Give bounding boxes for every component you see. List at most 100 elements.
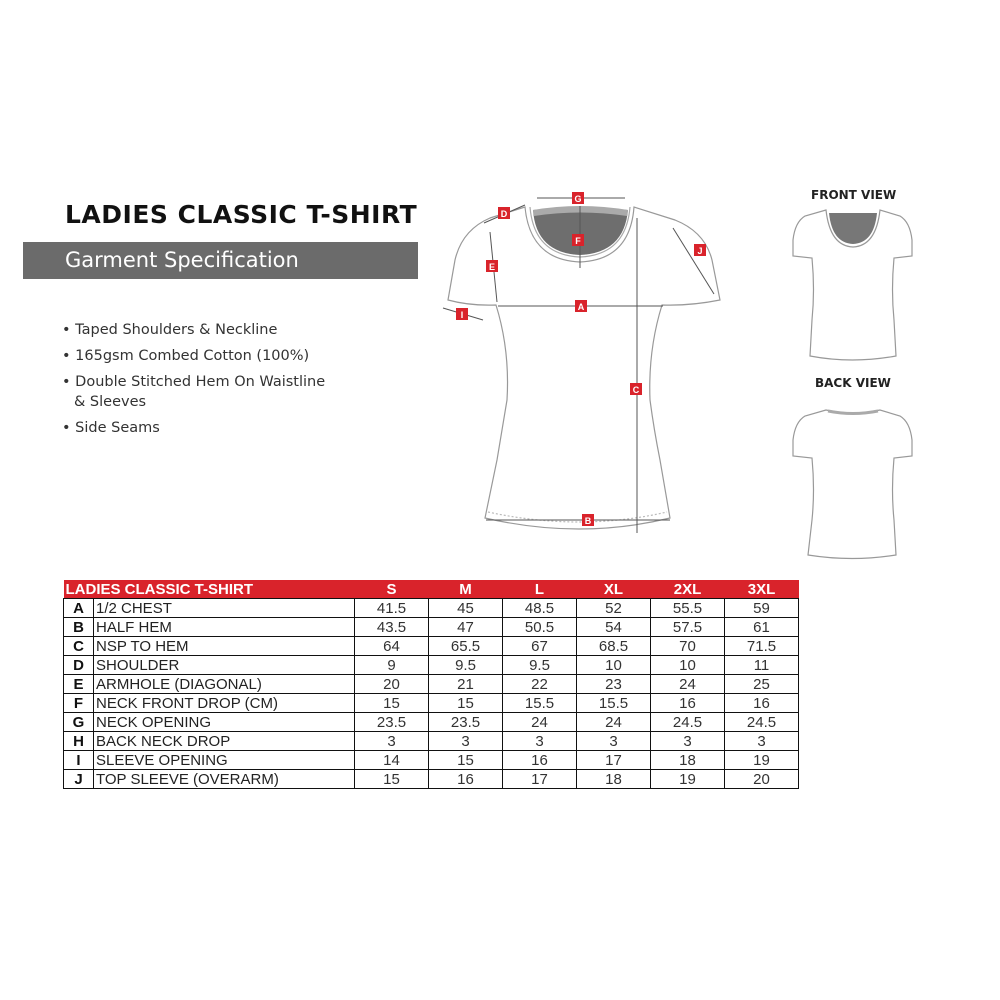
measure-value: 52 [576, 598, 651, 618]
measure-value: 15.5 [576, 693, 651, 713]
measure-value: 24.5 [724, 712, 799, 732]
measure-value: 10 [650, 655, 725, 675]
measure-value: 24 [650, 674, 725, 694]
measure-value: 16 [428, 769, 503, 789]
measure-marker-d: D [498, 207, 510, 219]
measure-marker-b: B [582, 514, 594, 526]
measure-value: 17 [576, 750, 651, 770]
measure-value: 23 [576, 674, 651, 694]
svg-text:E: E [489, 262, 495, 272]
measure-marker-c: C [630, 383, 642, 395]
svg-text:B: B [585, 516, 592, 526]
measure-value: 9 [354, 655, 429, 675]
measure-value: 67 [502, 636, 577, 656]
measure-value: 68.5 [576, 636, 651, 656]
measure-code: F [63, 693, 94, 713]
measure-value: 50.5 [502, 617, 577, 637]
size-header: 3XL [724, 580, 799, 599]
measure-value: 16 [650, 693, 725, 713]
measure-value: 18 [650, 750, 725, 770]
measure-value: 3 [428, 731, 503, 751]
measure-code: H [63, 731, 94, 751]
front-shirt-outline [447, 206, 721, 530]
measure-value: 22 [502, 674, 577, 694]
measure-value: 9.5 [502, 655, 577, 675]
measure-name: ARMHOLE (DIAGONAL) [93, 674, 355, 694]
measure-name: NECK OPENING [93, 712, 355, 732]
table-row: F NECK FRONT DROP (CM) 15 15 15.5 15.5 16 16 [63, 693, 799, 713]
measure-marker-a: A [575, 300, 587, 312]
table-row: E ARMHOLE (DIAGONAL) 20 21 22 23 24 25 [63, 674, 799, 694]
measure-value: 3 [576, 731, 651, 751]
measure-value: 20 [724, 769, 799, 789]
size-header: L [502, 580, 577, 599]
measure-value: 47 [428, 617, 503, 637]
measure-value: 3 [724, 731, 799, 751]
feature-item: • Taped Shoulders & Neckline [62, 322, 278, 338]
measure-value: 61 [724, 617, 799, 637]
back-view-label: BACK VIEW [815, 376, 891, 390]
measure-value: 18 [576, 769, 651, 789]
measure-code: J [63, 769, 94, 789]
measure-marker-j: J [694, 244, 706, 256]
measure-name: SHOULDER [93, 655, 355, 675]
measure-marker-g: G [572, 192, 584, 204]
measure-value: 59 [724, 598, 799, 618]
measure-value: 43.5 [354, 617, 429, 637]
feature-item: • Side Seams [62, 420, 160, 436]
measure-value: 15 [354, 769, 429, 789]
front-view-label: FRONT VIEW [811, 188, 897, 202]
measure-value: 3 [354, 731, 429, 751]
size-chart-table: LADIES CLASSIC T-SHIRT S M L XL 2XL 3XL … [63, 580, 799, 789]
measure-value: 24.5 [650, 712, 725, 732]
measure-code: C [63, 636, 94, 656]
measure-value: 25 [724, 674, 799, 694]
measure-marker-f: F [572, 234, 584, 246]
measure-value: 17 [502, 769, 577, 789]
svg-text:G: G [574, 194, 581, 204]
measure-value: 21 [428, 674, 503, 694]
measure-value: 16 [724, 693, 799, 713]
measure-value: 3 [650, 731, 725, 751]
svg-text:C: C [633, 385, 640, 395]
measure-value: 15.5 [502, 693, 577, 713]
measure-name: BACK NECK DROP [93, 731, 355, 751]
measure-name: TOP SLEEVE (OVERARM) [93, 769, 355, 789]
measure-value: 64 [354, 636, 429, 656]
measure-value: 41.5 [354, 598, 429, 618]
measure-code: B [63, 617, 94, 637]
garment-diagram: A B C D E F G I J [442, 192, 913, 560]
subtitle-bar: Garment Specification [23, 242, 418, 279]
measure-code: A [63, 598, 94, 618]
measure-value: 55.5 [650, 598, 725, 618]
table-row: I SLEEVE OPENING 14 15 16 17 18 19 [63, 750, 799, 770]
measure-code: E [63, 674, 94, 694]
measure-value: 15 [428, 750, 503, 770]
table-row: D SHOULDER 9 9.5 9.5 10 10 11 [63, 655, 799, 675]
measure-value: 45 [428, 598, 503, 618]
measure-value: 16 [502, 750, 577, 770]
table-row: H BACK NECK DROP 3 3 3 3 3 3 [63, 731, 799, 751]
measure-name: HALF HEM [93, 617, 355, 637]
measure-value: 57.5 [650, 617, 725, 637]
measure-value: 19 [724, 750, 799, 770]
measure-value: 23.5 [428, 712, 503, 732]
measure-name: SLEEVE OPENING [93, 750, 355, 770]
size-header: XL [576, 580, 651, 599]
measure-value: 15 [428, 693, 503, 713]
measure-value: 23.5 [354, 712, 429, 732]
size-header: 2XL [650, 580, 725, 599]
measure-value: 14 [354, 750, 429, 770]
measure-value: 54 [576, 617, 651, 637]
table-row: G NECK OPENING 23.5 23.5 24 24 24.5 24.5 [63, 712, 799, 732]
measure-value: 11 [724, 655, 799, 675]
measure-name: 1/2 CHEST [93, 598, 355, 618]
table-row: J TOP SLEEVE (OVERARM) 15 16 17 18 19 20 [63, 769, 799, 789]
size-header: M [428, 580, 503, 599]
page-title: LADIES CLASSIC T-SHIRT [65, 200, 418, 229]
table-row: B HALF HEM 43.5 47 50.5 54 57.5 61 [63, 617, 799, 637]
measure-value: 9.5 [428, 655, 503, 675]
feature-item: • 165gsm Combed Cotton (100%) [62, 348, 310, 364]
measure-code: I [63, 750, 94, 770]
